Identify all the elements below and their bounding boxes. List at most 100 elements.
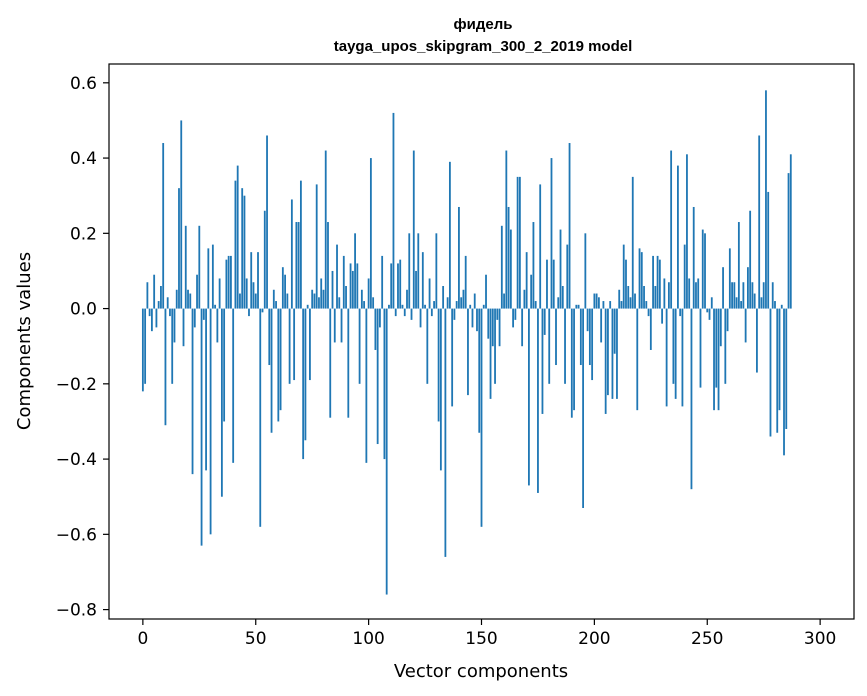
x-tick-label: 100 (352, 629, 384, 649)
bar (491, 308, 494, 347)
bar (609, 301, 612, 309)
bar (327, 222, 329, 309)
bar (478, 308, 481, 433)
bar (593, 293, 596, 309)
bar (397, 263, 399, 309)
bar (367, 278, 370, 309)
bar (530, 274, 533, 309)
bar (584, 233, 587, 309)
bar (403, 308, 406, 317)
bar (304, 308, 307, 441)
bar (252, 282, 255, 309)
y-axis-ticks: −0.8 −0.6 −0.4 −0.2 0.0 0.2 0.4 0.6 (56, 74, 109, 621)
bar (189, 293, 192, 309)
bar (726, 308, 729, 332)
x-tick-label: 50 (245, 629, 267, 649)
bar (313, 293, 316, 309)
bar (469, 304, 472, 309)
bar (322, 289, 325, 309)
bar (166, 297, 169, 309)
bar (686, 154, 688, 309)
bar (374, 308, 377, 350)
bar (318, 297, 320, 309)
bar (769, 308, 772, 437)
bar (708, 308, 711, 320)
bar (595, 293, 598, 309)
bar (372, 297, 375, 309)
bar (433, 301, 435, 309)
bar (760, 297, 763, 309)
bar (277, 308, 280, 422)
x-tick-label: 200 (578, 629, 610, 649)
bar (428, 278, 431, 309)
bar (737, 222, 740, 309)
bar (272, 289, 275, 309)
bar (537, 308, 539, 493)
y-axis-label: Components values (14, 252, 35, 430)
bar (259, 308, 262, 527)
bar (460, 297, 463, 309)
bar (500, 225, 503, 309)
bar (672, 308, 675, 384)
bar (451, 308, 454, 407)
bar (363, 301, 366, 309)
bar (667, 282, 670, 309)
bar (611, 308, 614, 399)
bar (713, 308, 715, 411)
bar (234, 180, 237, 309)
bar (509, 229, 512, 309)
bar (202, 308, 205, 320)
bar (349, 263, 352, 309)
bar (169, 308, 171, 317)
bar (532, 222, 535, 309)
bar (171, 308, 174, 384)
bar (783, 308, 785, 456)
bar (286, 293, 289, 309)
bar (216, 308, 219, 343)
bar (225, 259, 228, 309)
bar (453, 308, 456, 320)
bar (415, 270, 417, 309)
bar (250, 252, 253, 309)
bar (652, 255, 654, 309)
bar (604, 308, 607, 414)
y-tick-label: −0.8 (56, 601, 97, 621)
bar (279, 308, 282, 411)
bar (670, 150, 673, 309)
bar (597, 297, 600, 309)
bar (295, 222, 298, 309)
bar (586, 308, 589, 332)
bar (302, 308, 305, 460)
bar (214, 304, 217, 309)
bar (697, 278, 700, 309)
bar (640, 252, 643, 309)
bar (516, 176, 519, 309)
bar (688, 278, 691, 309)
bar (622, 244, 625, 309)
bar (701, 229, 704, 309)
bar (480, 308, 483, 527)
bar (379, 308, 381, 328)
bar (248, 308, 250, 317)
bar (722, 267, 724, 309)
bar (270, 308, 273, 433)
bar (710, 297, 713, 309)
bar (209, 308, 212, 535)
bar (518, 176, 521, 309)
bar (749, 210, 752, 309)
bars-group (141, 90, 792, 595)
bar (421, 252, 424, 309)
bar (647, 308, 650, 317)
bar (514, 308, 517, 320)
bar (575, 304, 578, 309)
bar (333, 308, 336, 343)
y-tick-label: 0.4 (70, 149, 97, 169)
bar (780, 304, 783, 309)
bar (446, 297, 449, 309)
bar (458, 206, 460, 309)
bar (503, 293, 505, 309)
bar (534, 301, 537, 309)
bar (347, 308, 350, 418)
bar (690, 308, 693, 490)
